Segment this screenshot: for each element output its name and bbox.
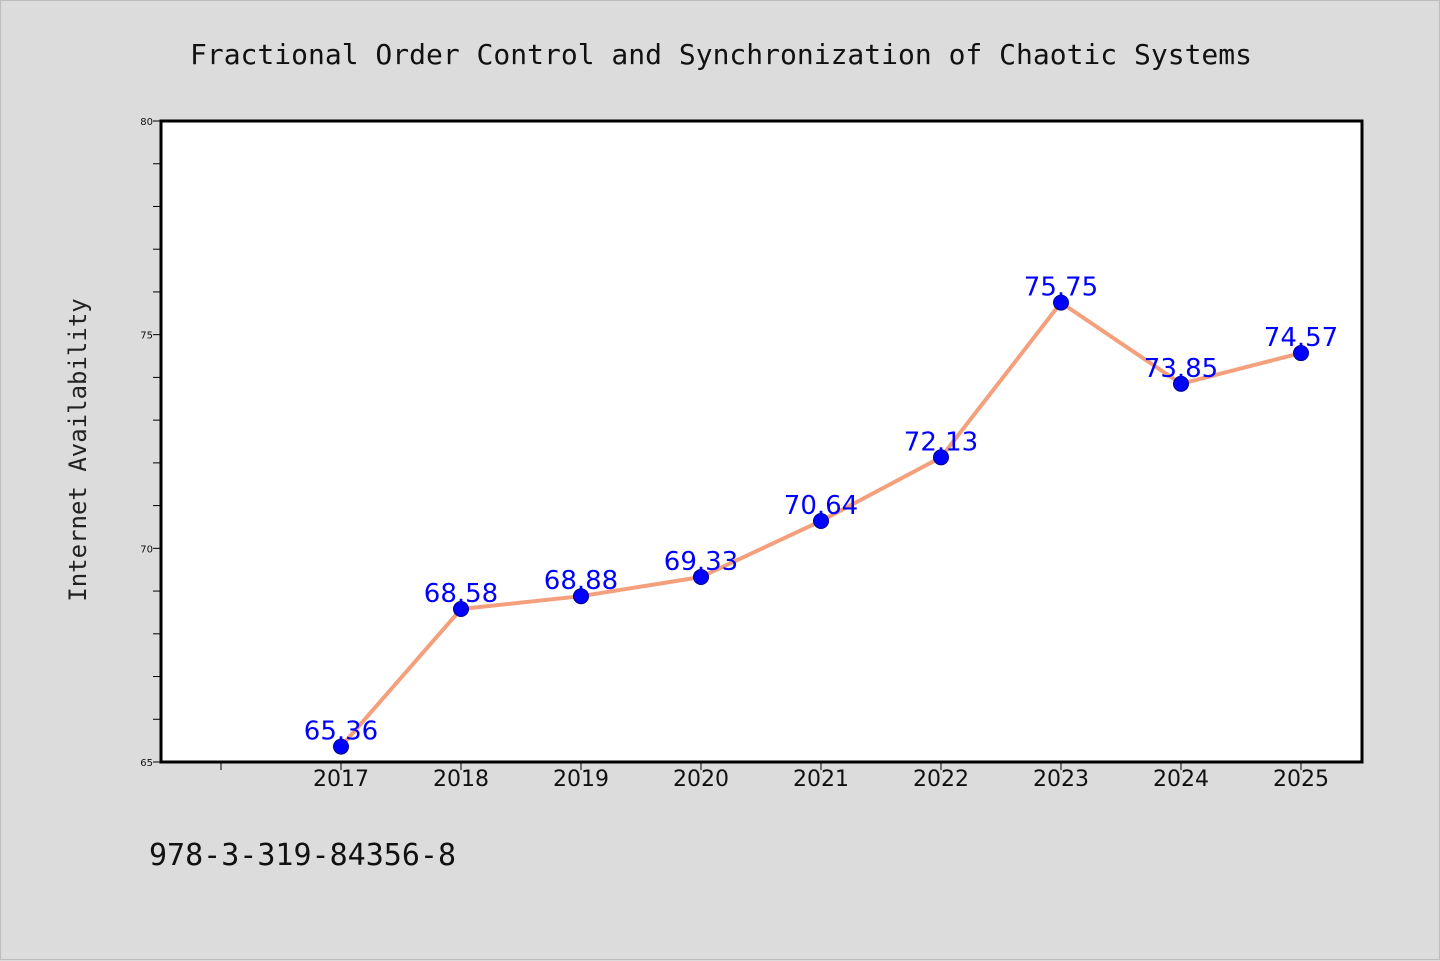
data-point [813,512,829,529]
data-markers [333,294,1309,755]
chart-title: Fractional Order Control and Synchroniza… [190,38,1252,71]
x-tick-label: 2023 [1033,767,1089,792]
y-axis-label: Internet Availability [64,298,92,601]
data-label: 74.57 [1264,323,1338,353]
x-tick-label: 2022 [913,767,969,792]
data-label: 65.36 [304,717,378,747]
data-point [1053,294,1069,311]
data-point [1293,345,1309,362]
data-label: 70.64 [784,491,858,521]
data-point [1173,375,1189,392]
x-tick-label: 2019 [553,767,609,792]
data-label: 75.75 [1024,273,1098,303]
plot-area [161,121,1362,762]
x-tick-label: 2024 [1153,767,1209,792]
y-axis: 65 70 75 80 [140,117,161,769]
data-label: 68.58 [424,579,498,609]
data-point [333,738,349,755]
x-tick-label: 2018 [433,767,489,792]
data-point [453,601,469,618]
y-tick-label: 80 [140,117,153,128]
data-label: 73.85 [1144,354,1218,384]
data-label: 72.13 [904,427,978,457]
data-point [573,588,589,605]
data-label: 68.88 [544,566,618,596]
x-tick-label: 2021 [793,767,849,792]
isbn-text: 978-3-319-84356-8 [149,838,456,873]
x-tick-label: 2020 [673,767,729,792]
data-labels: 65.36 68.58 68.88 69.33 70.64 72.13 75.75 73.85… [304,273,1338,747]
x-tick-label: 2025 [1273,767,1329,792]
data-label: 69.33 [664,547,738,577]
data-point [693,568,709,585]
y-tick-label: 65 [140,758,153,769]
y-tick-label: 70 [140,544,153,555]
x-axis: 2017 2018 2019 2020 2021 2022 2023 2024 2025 [220,762,1329,792]
y-tick-label: 75 [140,331,153,342]
plot-border [159,119,1364,764]
data-point [933,449,949,466]
x-tick-label: 2017 [313,767,369,792]
